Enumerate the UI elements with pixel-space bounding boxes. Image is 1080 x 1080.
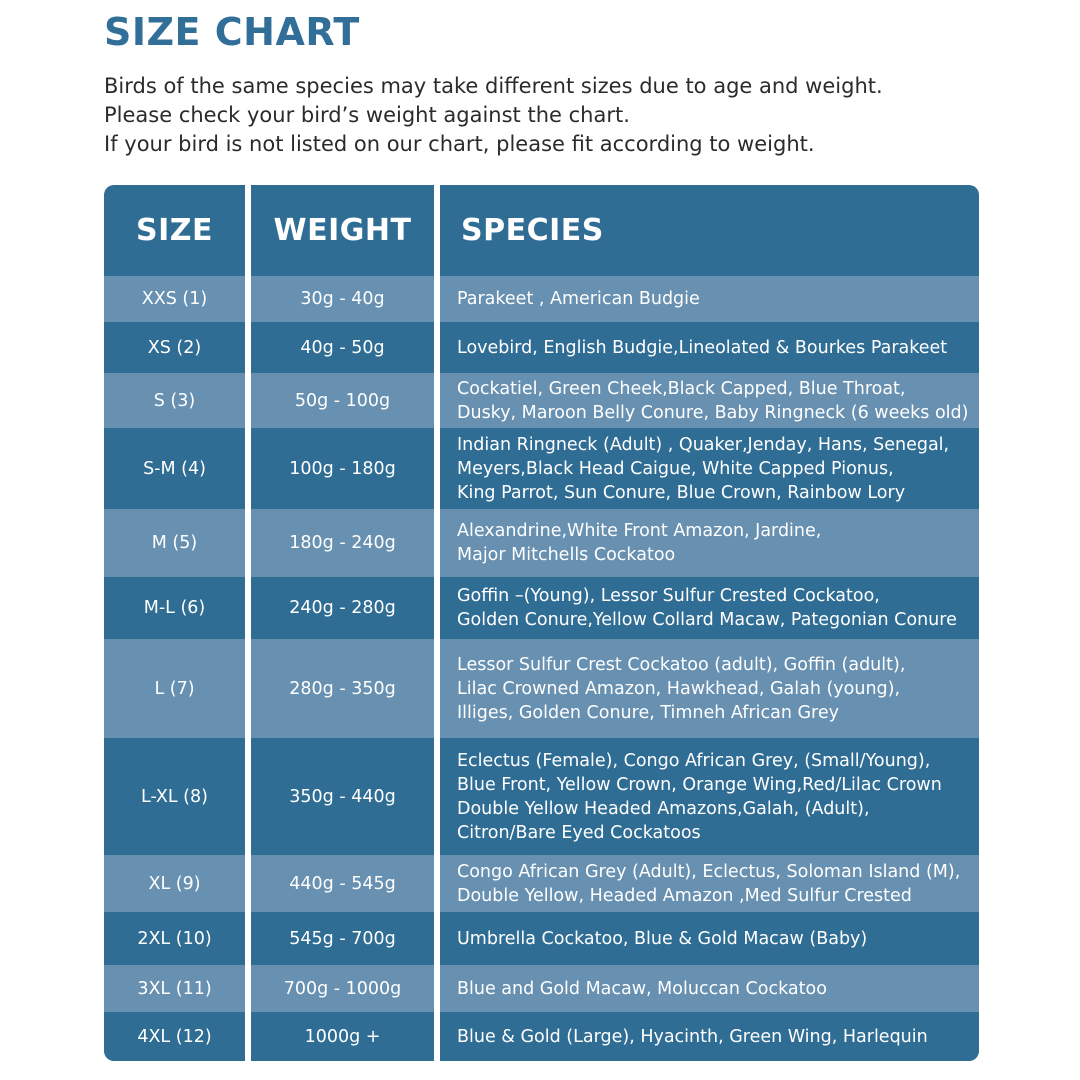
- table-row: M-L (6) 240g - 280g Goffin –(Young), Lesso…: [104, 577, 979, 639]
- page-title: SIZE CHART: [104, 10, 360, 54]
- species-cell: Lessor Sulfur Crest Cockatoo (adult), Go…: [440, 639, 979, 738]
- species-line: Lessor Sulfur Crest Cockatoo (adult), Go…: [457, 654, 906, 675]
- species-line: Double Yellow, Headed Amazon ,Med Sulfur…: [457, 885, 912, 906]
- intro-line: Birds of the same species may take diffe…: [104, 74, 883, 98]
- table-row: XS (2) 40g - 50g Lovebird, English Budgie,…: [104, 322, 979, 373]
- header-species: SPECIES: [440, 185, 979, 276]
- weight-cell: 100g - 180g: [251, 428, 434, 509]
- table-row: L (7) 280g - 350g Lessor Sulfur Crest Cock…: [104, 639, 979, 738]
- species-line: Alexandrine,White Front Amazon, Jardine,: [457, 521, 822, 541]
- species-line: Blue and Gold Macaw, Moluccan Cockatoo: [457, 978, 827, 999]
- table-row: L-XL (8) 350g - 440g Eclectus (Female), Co…: [104, 738, 979, 855]
- species-line: Blue Front, Yellow Crown, Orange Wing,Re…: [457, 774, 942, 795]
- species-list: Indian Ringneck (Adult) , Quaker,Jenday,…: [457, 433, 949, 505]
- size-cell: XXS (1): [104, 276, 245, 322]
- size-chart-table: SIZE WEIGHT SPECIES XXS (1) 30g - 40g Para…: [104, 185, 979, 1061]
- table-header-row: SIZE WEIGHT SPECIES: [104, 185, 979, 276]
- weight-cell: 40g - 50g: [251, 322, 434, 373]
- species-line: Lilac Crowned Amazon, Hawkhead, Galah (y…: [457, 678, 901, 699]
- species-list: Cockatiel, Green Cheek,Black Capped, Blu…: [457, 377, 968, 425]
- size-cell: L (7): [104, 639, 245, 738]
- species-line: Blue & Gold (Large), Hyacinth, Green Win…: [457, 1026, 928, 1047]
- species-cell: Goffin –(Young), Lessor Sulfur Crested C…: [440, 577, 979, 639]
- species-line: Parakeet , American Budgie: [457, 289, 700, 309]
- species-line: Indian Ringneck (Adult) , Quaker,Jenday,…: [457, 434, 950, 455]
- size-cell: M (5): [104, 509, 245, 577]
- weight-cell: 30g - 40g: [251, 276, 434, 322]
- species-line: Citron/Bare Eyed Cockatoos: [457, 822, 701, 843]
- species-list: Blue and Gold Macaw, Moluccan Cockatoo: [457, 977, 827, 1001]
- weight-cell: 350g - 440g: [251, 738, 434, 855]
- species-line: Lovebird, English Budgie,Lineolated & Bo…: [457, 337, 948, 358]
- species-cell: Parakeet , American Budgie: [440, 276, 979, 322]
- size-cell: S-M (4): [104, 428, 245, 509]
- species-cell: Lovebird, English Budgie,Lineolated & Bo…: [440, 322, 979, 373]
- species-line: Goffin –(Young), Lessor Sulfur Crested C…: [457, 586, 880, 606]
- header-size: SIZE: [104, 185, 245, 276]
- size-cell: 4XL (12): [104, 1012, 245, 1061]
- species-cell: Eclectus (Female), Congo African Grey, (…: [440, 738, 979, 855]
- size-cell: XS (2): [104, 322, 245, 373]
- weight-cell: 280g - 350g: [251, 639, 434, 738]
- weight-cell: 1000g +: [251, 1012, 434, 1061]
- species-line: Congo African Grey (Adult), Eclectus, So…: [457, 861, 961, 882]
- species-line: Dusky, Maroon Belly Conure, Baby Ringnec…: [457, 402, 969, 423]
- species-cell: Cockatiel, Green Cheek,Black Capped, Blu…: [440, 373, 979, 428]
- size-cell: 3XL (11): [104, 965, 245, 1012]
- table-row: XL (9) 440g - 545g Congo African Grey (Adu…: [104, 855, 979, 912]
- species-cell: Congo African Grey (Adult), Eclectus, So…: [440, 855, 979, 912]
- table-row: XXS (1) 30g - 40g Parakeet , American Budg…: [104, 276, 979, 322]
- weight-cell: 440g - 545g: [251, 855, 434, 912]
- table-row: 3XL (11) 700g - 1000g Blue and Gold Macaw,…: [104, 965, 979, 1012]
- table-row: 2XL (10) 545g - 700g Umbrella Cockatoo, Bl…: [104, 912, 979, 965]
- species-list: Blue & Gold (Large), Hyacinth, Green Win…: [457, 1025, 928, 1049]
- species-line: Double Yellow Headed Amazons,Galah, (Adu…: [457, 798, 870, 819]
- species-line: Illiges, Golden Conure, Timneh African G…: [457, 702, 839, 723]
- species-list: Congo African Grey (Adult), Eclectus, So…: [457, 860, 960, 908]
- species-list: Alexandrine,White Front Amazon, Jardine,…: [457, 519, 821, 567]
- species-cell: Blue and Gold Macaw, Moluccan Cockatoo: [440, 965, 979, 1012]
- weight-cell: 240g - 280g: [251, 577, 434, 639]
- weight-cell: 50g - 100g: [251, 373, 434, 428]
- table-row: S-M (4) 100g - 180g Indian Ringneck (Adult…: [104, 428, 979, 509]
- table-row: 4XL (12) 1000g + Blue & Gold (Large), Hyac…: [104, 1012, 979, 1061]
- species-cell: Alexandrine,White Front Amazon, Jardine,…: [440, 509, 979, 577]
- size-cell: M-L (6): [104, 577, 245, 639]
- weight-cell: 545g - 700g: [251, 912, 434, 965]
- intro-line: Please check your bird’s weight against …: [104, 103, 630, 127]
- size-cell: XL (9): [104, 855, 245, 912]
- weight-cell: 180g - 240g: [251, 509, 434, 577]
- species-cell: Umbrella Cockatoo, Blue & Gold Macaw (Ba…: [440, 912, 979, 965]
- size-cell: 2XL (10): [104, 912, 245, 965]
- species-list: Goffin –(Young), Lessor Sulfur Crested C…: [457, 584, 957, 632]
- species-line: Umbrella Cockatoo, Blue & Gold Macaw (Ba…: [457, 928, 868, 949]
- table-row: M (5) 180g - 240g Alexandrine,White Front …: [104, 509, 979, 577]
- table-row: S (3) 50g - 100g Cockatiel, Green Cheek,Bl…: [104, 373, 979, 428]
- species-line: Eclectus (Female), Congo African Grey, (…: [457, 750, 931, 771]
- species-line: King Parrot, Sun Conure, Blue Crown, Rai…: [457, 482, 906, 503]
- species-cell: Indian Ringneck (Adult) , Quaker,Jenday,…: [440, 428, 979, 509]
- intro-line: If your bird is not listed on our chart,…: [104, 132, 815, 156]
- species-list: Parakeet , American Budgie: [457, 287, 700, 311]
- intro-text: Birds of the same species may take diffe…: [104, 72, 883, 159]
- species-list: Eclectus (Female), Congo African Grey, (…: [457, 749, 942, 845]
- header-weight: WEIGHT: [251, 185, 434, 276]
- size-cell: S (3): [104, 373, 245, 428]
- species-line: Golden Conure,Yellow Collard Macaw, Pate…: [457, 610, 957, 630]
- size-cell: L-XL (8): [104, 738, 245, 855]
- weight-cell: 700g - 1000g: [251, 965, 434, 1012]
- species-list: Lessor Sulfur Crest Cockatoo (adult), Go…: [457, 653, 905, 725]
- species-list: Umbrella Cockatoo, Blue & Gold Macaw (Ba…: [457, 927, 867, 951]
- species-line: Meyers,Black Head Caigue, White Capped P…: [457, 458, 894, 479]
- species-line: Major Mitchells Cockatoo: [457, 545, 676, 565]
- species-list: Lovebird, English Budgie,Lineolated & Bo…: [457, 336, 947, 360]
- species-cell: Blue & Gold (Large), Hyacinth, Green Win…: [440, 1012, 979, 1061]
- species-line: Cockatiel, Green Cheek,Black Capped, Blu…: [457, 378, 906, 399]
